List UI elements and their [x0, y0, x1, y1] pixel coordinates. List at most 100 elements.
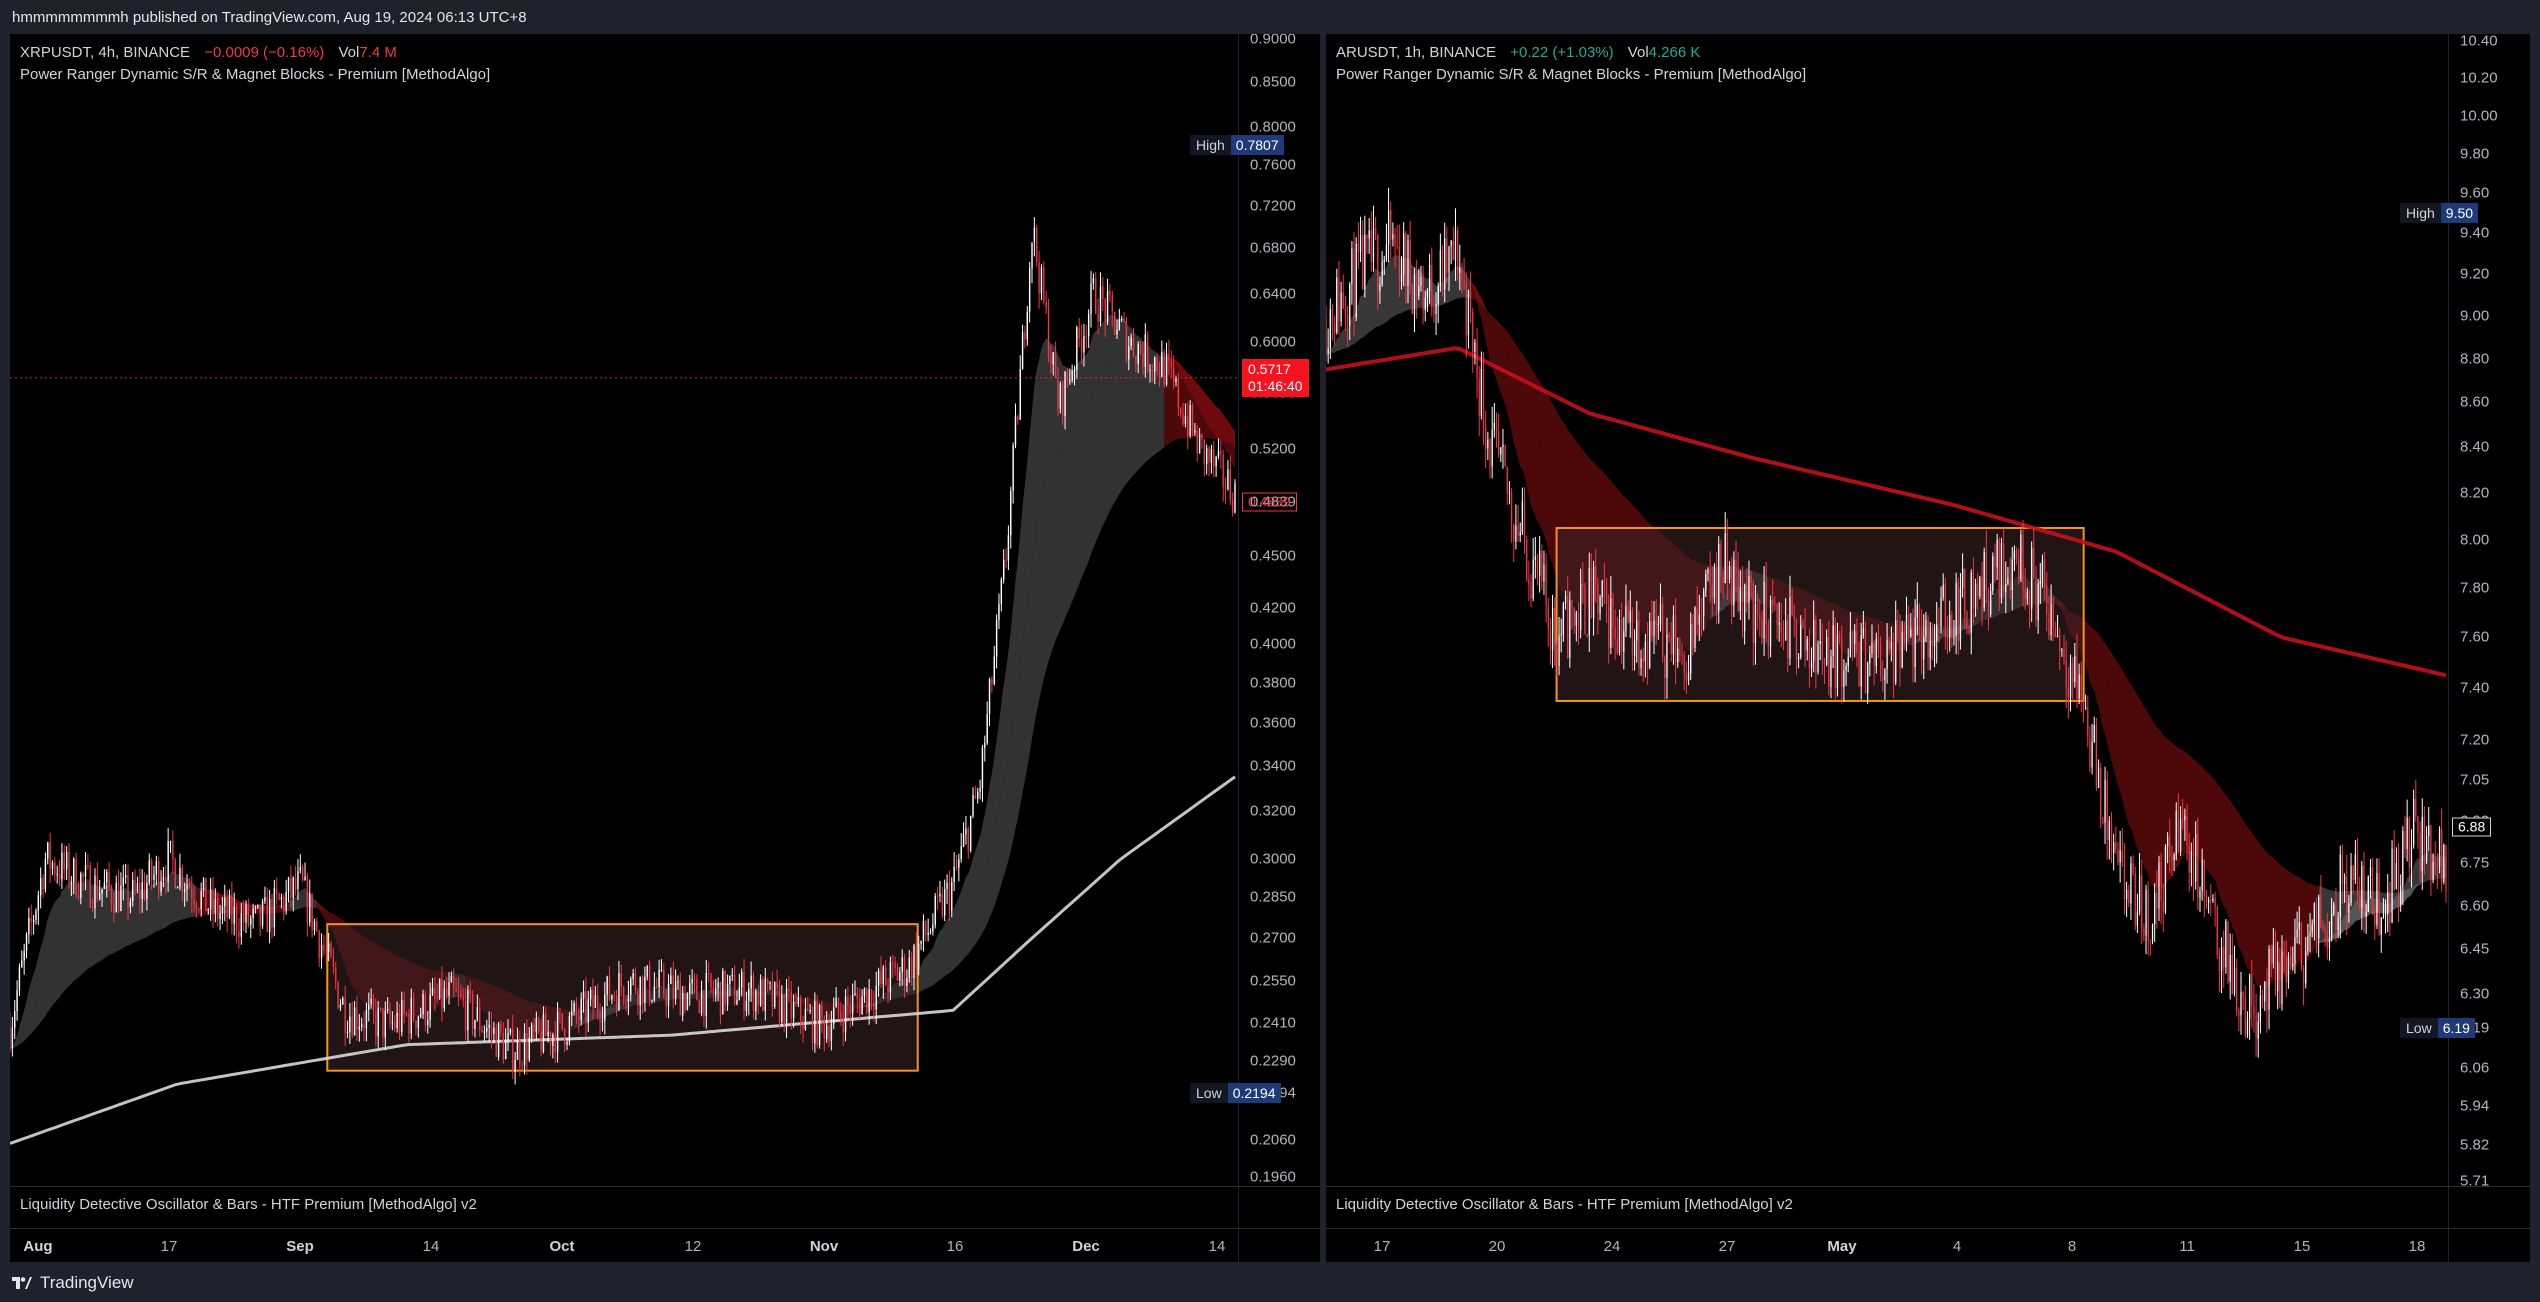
candle-body	[1005, 559, 1007, 561]
candle-body	[2078, 674, 2080, 699]
candle-body	[1845, 666, 1847, 671]
candle-body	[1359, 234, 1362, 253]
candle-body	[946, 882, 948, 890]
candle-body	[1026, 311, 1028, 340]
candle-body	[1925, 619, 1927, 637]
candle-body	[2441, 829, 2443, 883]
candle-body	[2395, 863, 2398, 889]
candle-body	[65, 852, 68, 870]
price-tick: 5.94	[2460, 1097, 2490, 1115]
candle-body	[1069, 380, 1071, 382]
candle-body	[585, 991, 587, 1023]
candle-body	[2011, 559, 2013, 590]
price-tick: 0.8000	[1250, 118, 1296, 136]
candle-body	[70, 881, 73, 885]
candle-body	[1346, 314, 1349, 326]
candle-body	[1670, 637, 1672, 655]
price-tick: 0.6400	[1250, 285, 1296, 303]
candle-body	[198, 908, 200, 910]
candle-body	[1338, 277, 1340, 322]
candle-body	[323, 945, 325, 951]
candle-body	[719, 982, 722, 1015]
candle-body	[1974, 583, 1977, 610]
candle-body	[622, 987, 625, 1000]
candle-body	[469, 989, 471, 994]
right-oscillator-label[interactable]: Liquidity Detective Oscillator & Bars - …	[1336, 1196, 1793, 1213]
candle-body	[2074, 656, 2076, 683]
candle-body	[2171, 856, 2173, 861]
candle-body	[1116, 329, 1118, 335]
tradingview-brand[interactable]: TradingView	[12, 1273, 134, 1293]
candle-body	[752, 975, 755, 1012]
price-tick: 0.7200	[1250, 197, 1296, 215]
left-countdown: 01:46:40	[1248, 377, 1303, 394]
candle-body	[325, 950, 327, 953]
left-price-chart[interactable]	[10, 34, 1320, 1262]
candle-body	[1603, 580, 1606, 583]
candle-body	[1426, 290, 1429, 298]
candle-body	[1623, 630, 1625, 652]
candle-body	[547, 1032, 549, 1037]
left-symbol[interactable]: XRPUSDT, 4h, BINANCE	[20, 44, 191, 61]
candle-body	[1172, 367, 1175, 382]
right-pane-separator[interactable]	[1326, 1186, 2530, 1187]
candle-body	[1549, 628, 1552, 651]
candle-body	[1132, 337, 1135, 357]
candle-body	[2428, 825, 2430, 836]
candle-body	[2061, 649, 2063, 651]
candle-body	[2369, 867, 2372, 877]
candle-body	[191, 888, 193, 899]
candle-body	[1819, 640, 1821, 644]
candle-body	[915, 945, 918, 969]
candle-body	[2031, 548, 2033, 610]
candle-body	[1085, 335, 1088, 337]
candle-body	[2160, 862, 2162, 902]
candle-body	[453, 976, 455, 988]
candle-body	[1558, 635, 1560, 666]
candle-body	[2277, 961, 2279, 992]
candle-body	[1071, 370, 1073, 381]
left-chart-panel[interactable]: XRPUSDT, 4h, BINANCE −0.0009 (−0.16%) Vo…	[10, 34, 1320, 1262]
left-pane-separator[interactable]	[10, 1186, 1320, 1187]
candle-body	[736, 1000, 738, 1005]
candle-body	[1970, 572, 1972, 633]
left-indicator-name[interactable]: Power Ranger Dynamic S/R & Magnet Blocks…	[20, 66, 491, 83]
candle-body	[861, 996, 863, 1015]
candle-body	[1720, 544, 1722, 577]
candle-body	[2307, 935, 2309, 951]
candle-body	[1664, 656, 1666, 679]
candle-body	[478, 1006, 481, 1031]
candle-body	[2438, 829, 2441, 867]
right-price-chart[interactable]	[1326, 34, 2530, 1262]
right-chart-panel[interactable]: ARUSDT, 1h, BINANCE +0.22 (+1.03%) Vol4.…	[1326, 34, 2530, 1262]
candle-body	[377, 1008, 379, 1037]
candle-body	[443, 988, 446, 1009]
candle-body	[873, 1004, 875, 1010]
candle-body	[608, 976, 611, 1000]
price-tick: 8.60	[2460, 393, 2490, 411]
right-symbol[interactable]: ARUSDT, 1h, BINANCE	[1336, 44, 1497, 61]
candle-body	[2419, 832, 2421, 871]
candle-body	[880, 970, 882, 985]
candle-body	[1175, 377, 1177, 382]
candle-body	[2164, 846, 2167, 912]
left-oscillator-label[interactable]: Liquidity Detective Oscillator & Bars - …	[20, 1196, 477, 1213]
candle-body	[368, 1004, 370, 1010]
candle-body	[1463, 280, 1465, 283]
candle-body	[30, 917, 32, 922]
candle-body	[2149, 940, 2152, 942]
candle-body	[1575, 612, 1577, 626]
candle-body	[1456, 230, 1459, 273]
candle-body	[1428, 265, 1431, 291]
candle-body	[922, 921, 925, 941]
right-indicator-name[interactable]: Power Ranger Dynamic S/R & Magnet Blocks…	[1336, 66, 1807, 83]
candle-body	[545, 1014, 547, 1037]
candle-body	[1087, 314, 1090, 337]
price-tick: 5.71	[2460, 1172, 2490, 1190]
candle-body	[1424, 297, 1426, 311]
candle-body	[500, 1023, 502, 1034]
candle-body	[1739, 587, 1741, 611]
candle-body	[1649, 621, 1651, 668]
candle-body	[2421, 816, 2423, 871]
time-tick: 15	[2293, 1238, 2311, 1255]
